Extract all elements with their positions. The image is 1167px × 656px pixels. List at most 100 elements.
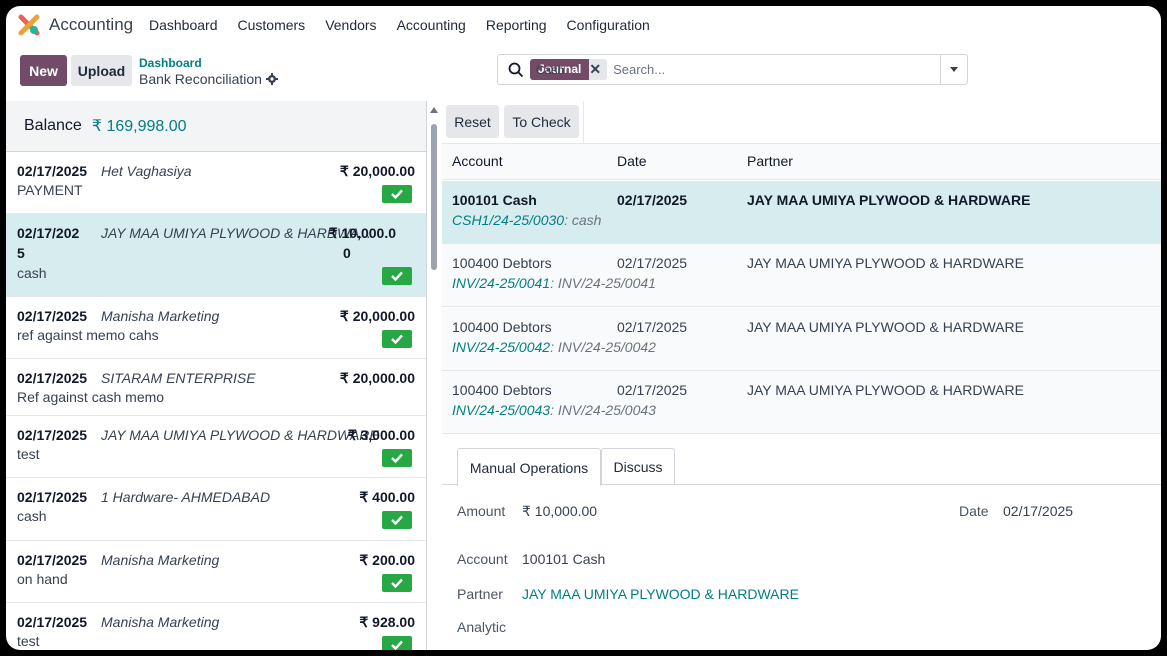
analytic-label: Analytic <box>457 619 507 635</box>
balance-header: Balance ₹ 169,998.00 <box>6 101 426 152</box>
facet-value: Cash <box>536 62 565 77</box>
table-row[interactable]: 100400 Debtors 02/17/2025 JAY MAA UMIYA … <box>442 308 1161 371</box>
row-ref-link[interactable]: INV/24-25/0043 <box>452 402 551 418</box>
row-date: 02/17/2025 <box>617 319 688 335</box>
statement-scrollbar[interactable] <box>430 107 438 650</box>
notebook-tabs: Manual Operations Discuss <box>442 448 1161 486</box>
reconciled-check-icon <box>382 511 412 529</box>
menu-customers[interactable]: Customers <box>237 17 306 33</box>
row-label: INV/24-25/0041: INV/24-25/0041 <box>452 275 656 291</box>
line-partner: JAY MAA UMIYA PLYWOOD & HARDWARE <box>101 427 379 443</box>
line-amount: ₹ 200.00 <box>359 552 415 568</box>
line-partner: Manisha Marketing <box>101 308 220 324</box>
top-navbar: Accounting Dashboard Customers Vendors A… <box>6 6 1161 46</box>
menu-dashboard[interactable]: Dashboard <box>149 17 218 33</box>
remove-facet-icon[interactable]: ✕ <box>589 61 602 77</box>
row-partner: JAY MAA UMIYA PLYWOOD & HARDWARE <box>747 192 1031 208</box>
reconciled-check-icon <box>382 185 412 203</box>
row-desc: : INV/24-25/0041 <box>550 275 656 291</box>
row-label: INV/24-25/0043: INV/24-25/0043 <box>452 402 656 418</box>
row-ref-link[interactable]: INV/24-25/0042 <box>452 339 551 355</box>
new-button[interactable]: New <box>20 55 67 86</box>
scroll-up-arrow-icon[interactable] <box>430 107 438 113</box>
odoo-accounting-logo-icon[interactable] <box>18 14 40 36</box>
statement-line[interactable]: 02/17/2025 Manisha Marketing ₹ 928.00 te… <box>6 603 426 650</box>
reset-button[interactable]: Reset <box>446 105 499 138</box>
row-label: INV/24-25/0042: INV/24-25/0042 <box>452 339 656 355</box>
column-account: Account <box>452 153 503 169</box>
search-input[interactable]: Search... <box>613 62 666 77</box>
gear-icon[interactable] <box>265 73 278 85</box>
statement-line-selected[interactable]: 02/17/202 5 JAY MAA UMIYA PLYWOOD & HARD… <box>6 214 426 297</box>
row-desc: : INV/24-25/0042 <box>550 339 656 355</box>
toolbar-divider <box>583 101 584 144</box>
row-ref-link[interactable]: INV/24-25/0041 <box>452 275 551 291</box>
menu-accounting[interactable]: Accounting <box>396 17 466 33</box>
line-amount: ₹ 20,000.00 <box>339 370 415 386</box>
line-date: 02/17/2025 <box>17 427 88 443</box>
to-check-button[interactable]: To Check <box>504 105 579 138</box>
upload-button[interactable]: Upload <box>71 55 132 86</box>
amount-field[interactable]: ₹ 10,000.00 <box>522 503 598 519</box>
line-memo: PAYMENT <box>17 182 83 198</box>
line-partner: SITARAM ENTERPRISE <box>101 370 256 386</box>
amount-label: Amount <box>457 503 506 519</box>
search-bar[interactable]: Journal Cash ✕ Search... <box>497 54 968 85</box>
reconciled-check-icon <box>382 636 412 650</box>
line-amount: ₹ 20,000.00 <box>339 308 415 324</box>
scrollbar-thumb[interactable] <box>431 124 437 270</box>
line-date: 02/17/2025 <box>17 308 88 324</box>
row-account: 100400 Debtors <box>452 255 552 271</box>
line-memo: test <box>17 446 40 462</box>
menu-vendors[interactable]: Vendors <box>325 17 377 33</box>
row-label: CSH1/24-25/0030: cash <box>452 212 601 228</box>
statement-line[interactable]: 02/17/2025 Manisha Marketing ₹ 20,000.00… <box>6 297 426 359</box>
line-date: 02/17/2025 <box>17 489 88 505</box>
tab-manual-operations[interactable]: Manual Operations <box>457 448 601 486</box>
partner-field-link[interactable]: JAY MAA UMIYA PLYWOOD & HARDWARE <box>522 586 799 602</box>
row-date: 02/17/2025 <box>617 382 688 398</box>
statement-line[interactable]: 02/17/2025 SITARAM ENTERPRISE ₹ 20,000.0… <box>6 359 426 416</box>
row-account: 100400 Debtors <box>452 382 552 398</box>
line-partner: Manisha Marketing <box>101 614 220 630</box>
table-row[interactable]: 100101 Cash 02/17/2025 JAY MAA UMIYA PLY… <box>442 181 1161 244</box>
row-desc: : cash <box>564 212 602 228</box>
line-date: 02/17/202 <box>17 225 80 241</box>
reconciled-check-icon <box>382 267 412 285</box>
line-amount: ₹ 20,000.00 <box>339 163 415 179</box>
row-desc: : INV/24-25/0043 <box>550 402 656 418</box>
row-ref-link[interactable]: CSH1/24-25/0030 <box>452 212 565 228</box>
menu-configuration[interactable]: Configuration <box>566 17 650 33</box>
line-partner: Manisha Marketing <box>101 552 220 568</box>
partner-label: Partner <box>457 586 503 602</box>
line-memo: cash <box>17 508 47 524</box>
main-menu: Dashboard Customers Vendors Accounting R… <box>149 17 670 33</box>
statement-line[interactable]: 02/17/2025 Manisha Marketing ₹ 200.00 on… <box>6 541 426 603</box>
line-date-wrap: 5 <box>17 245 25 261</box>
statement-line[interactable]: 02/17/2025 Het Vaghasiya ₹ 20,000.00 PAY… <box>6 152 426 214</box>
table-row[interactable]: 100400 Debtors 02/17/2025 JAY MAA UMIYA … <box>442 244 1161 307</box>
column-partner: Partner <box>747 153 793 169</box>
row-date: 02/17/2025 <box>617 255 688 271</box>
line-date: 02/17/2025 <box>17 614 88 630</box>
row-partner: JAY MAA UMIYA PLYWOOD & HARDWARE <box>747 382 1024 398</box>
statement-line[interactable]: 02/17/2025 JAY MAA UMIYA PLYWOOD & HARDW… <box>6 416 426 478</box>
tab-discuss[interactable]: Discuss <box>601 448 675 485</box>
breadcrumb-dashboard-link[interactable]: Dashboard <box>139 56 202 70</box>
table-row[interactable]: 100400 Debtors 02/17/2025 JAY MAA UMIYA … <box>442 371 1161 434</box>
line-memo: on hand <box>17 571 68 587</box>
app-name[interactable]: Accounting <box>49 15 134 34</box>
statement-line[interactable]: 02/17/2025 1 Hardware- AHMEDABAD ₹ 400.0… <box>6 478 426 541</box>
reconciled-check-icon <box>382 449 412 467</box>
row-account: 100101 Cash <box>452 192 537 208</box>
line-date: 02/17/2025 <box>17 552 88 568</box>
account-field[interactable]: 100101 Cash <box>522 551 606 567</box>
row-account: 100400 Debtors <box>452 319 552 335</box>
search-options-toggle[interactable] <box>940 55 967 84</box>
row-date: 02/17/2025 <box>617 192 688 208</box>
date-field[interactable]: 02/17/2025 <box>1003 503 1074 519</box>
line-memo: test <box>17 633 40 649</box>
balance-label: Balance <box>24 117 82 134</box>
column-date: Date <box>617 153 647 169</box>
menu-reporting[interactable]: Reporting <box>485 17 547 33</box>
